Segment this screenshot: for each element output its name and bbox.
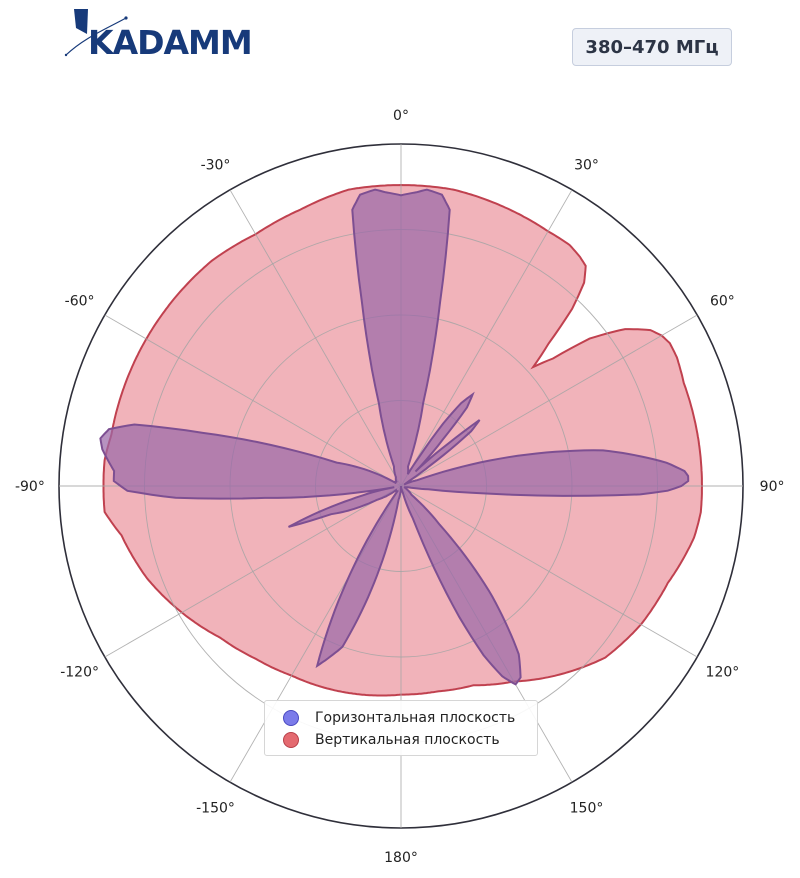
legend-label-horizontal: Горизонтальная плоскость bbox=[315, 710, 516, 726]
theta-tick-label: -150° bbox=[196, 800, 235, 816]
series-line-horizontal bbox=[99, 188, 690, 686]
theta-tick-label: 30° bbox=[574, 158, 599, 174]
polar-spoke bbox=[400, 314, 698, 487]
theta-tick-label: 60° bbox=[710, 294, 735, 310]
theta-tick-label: 150° bbox=[570, 800, 604, 816]
theta-tick-label: -90° bbox=[15, 479, 45, 495]
polar-spoke bbox=[400, 485, 698, 658]
theta-tick-label: -120° bbox=[60, 665, 99, 681]
logo-swoosh-icon bbox=[64, 9, 128, 57]
polar-spoke bbox=[400, 189, 573, 487]
legend-swatch-vertical bbox=[283, 732, 299, 748]
theta-tick-label: -30° bbox=[201, 158, 231, 174]
polar-spoke bbox=[229, 189, 402, 487]
theta-tick-label: 0° bbox=[393, 108, 409, 124]
legend-swatch-horizontal bbox=[283, 710, 299, 726]
legend-item-vertical: Вертикальная плоскость bbox=[273, 729, 529, 751]
logo-wordmark: KADAMM bbox=[88, 23, 253, 62]
polar-spoke bbox=[104, 485, 402, 658]
theta-tick-label: 90° bbox=[760, 479, 785, 495]
theta-tick-label: 180° bbox=[384, 850, 418, 866]
kadamm-logo: KADAMM bbox=[64, 8, 264, 62]
legend-label-vertical: Вертикальная плоскость bbox=[315, 732, 500, 748]
frequency-badge: 380–470 МГц bbox=[572, 28, 732, 66]
theta-tick-label: 120° bbox=[706, 665, 740, 681]
polar-spoke bbox=[104, 314, 402, 487]
theta-tick-label: -60° bbox=[65, 294, 95, 310]
chart-legend: Горизонтальная плоскость Вертикальная пл… bbox=[264, 700, 538, 756]
legend-item-horizontal: Горизонтальная плоскость bbox=[273, 707, 529, 729]
